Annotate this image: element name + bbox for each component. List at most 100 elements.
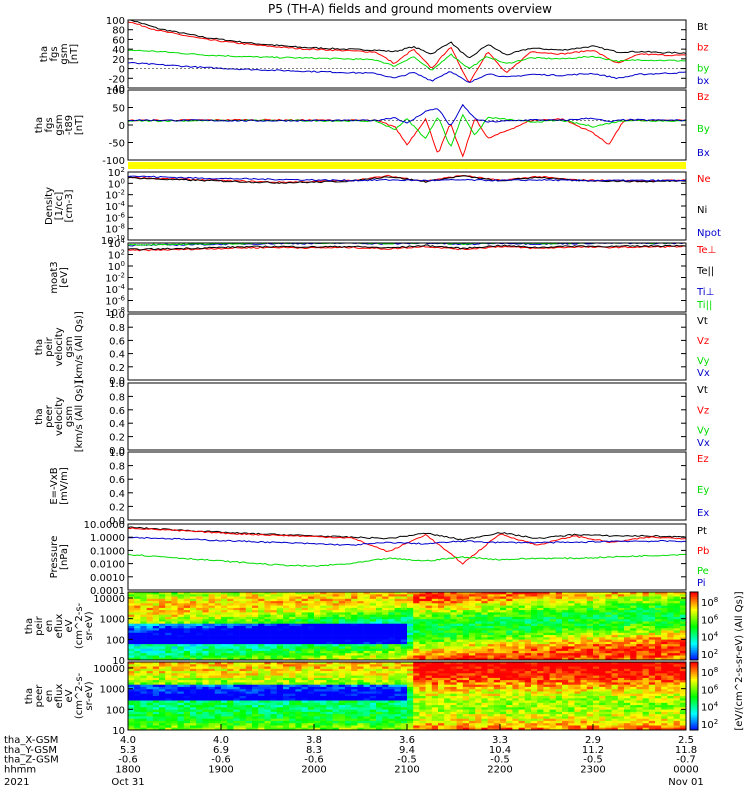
spectrogram-cell [642, 630, 650, 634]
spectrogram-cell [320, 650, 327, 654]
spectrogram-cell [307, 718, 315, 722]
spectrogram-cell [655, 616, 662, 620]
spectrogram-cell [245, 605, 253, 609]
spectrogram-cell [208, 648, 216, 652]
spectrogram-cell [233, 698, 240, 701]
spectrogram-cell [289, 696, 296, 699]
spectrogram-cell [301, 610, 309, 613]
spectrogram-cell [537, 682, 544, 685]
spectrogram-cell [221, 648, 228, 652]
spectrogram-cell [661, 632, 668, 636]
spectrogram-cell [475, 594, 482, 597]
spectrogram-cell [208, 711, 216, 715]
spectrogram-cell [531, 727, 538, 731]
spectrogram-cell [630, 621, 637, 625]
spectrogram-cell [363, 648, 371, 652]
spectrogram-cell [140, 648, 147, 652]
spectrogram-cell [524, 725, 532, 729]
spectrogram-cell [661, 592, 668, 595]
spectrogram-cell [183, 682, 191, 685]
spectrogram-cell [134, 693, 141, 697]
spectrogram-cell [208, 639, 216, 643]
spectrogram-cell [475, 664, 482, 667]
spectrogram-cell [239, 702, 247, 706]
spectrogram-cell [555, 605, 563, 609]
spectrogram-cell [159, 653, 166, 656]
spectrogram-cell [630, 648, 637, 652]
spectrogram-cell [407, 714, 414, 717]
spectrogram-cell [276, 666, 284, 670]
spectrogram-cell [345, 696, 352, 699]
spectrogram-cell [252, 668, 259, 672]
spectrogram-cell [252, 680, 259, 683]
spectrogram-cell [227, 612, 234, 615]
spectrogram-cell [382, 641, 389, 645]
spectrogram-cell [456, 601, 464, 604]
spectrogram-cell [332, 714, 340, 717]
spectrogram-cell [382, 628, 389, 631]
spectrogram-cell [407, 705, 414, 708]
spectrogram-cell [221, 668, 228, 672]
spectrogram-cell [320, 720, 327, 724]
spectrogram-cell [407, 650, 414, 654]
spectrogram-cell [376, 641, 383, 645]
spectrogram-cell [134, 677, 141, 681]
spectrogram-cell [462, 727, 470, 731]
spectrogram-cell [128, 648, 135, 652]
y-tick-label: 1.0 [109, 448, 125, 459]
spectrogram-cell [599, 650, 606, 654]
spectrogram-cell [531, 644, 538, 647]
spectrogram-cell [196, 623, 203, 627]
spectrogram-cell [537, 619, 544, 622]
spectrogram-cell [655, 592, 662, 595]
spectrogram-cell [338, 616, 346, 620]
spectrogram-cell [183, 691, 191, 695]
spectrogram-cell [555, 648, 563, 652]
spectrogram-cell [376, 684, 383, 688]
spectrogram-cell [376, 686, 383, 690]
spectrogram-cell [481, 723, 488, 726]
spectrogram-cell [338, 628, 346, 631]
y-tick-label: 100 [106, 635, 125, 646]
spectrogram-cell [481, 675, 488, 679]
spectrogram-cell [146, 714, 154, 717]
spectrogram-cell [524, 626, 532, 629]
spectrogram-cell [648, 635, 656, 638]
spectrogram-cell [165, 682, 172, 685]
spectrogram-cell [624, 637, 631, 640]
spectrogram-cell [518, 696, 526, 699]
spectrogram-cell [214, 635, 222, 638]
spectrogram-cell [264, 592, 271, 595]
spectrogram-cell [252, 637, 259, 640]
spectrogram-cell [159, 702, 166, 706]
spectrogram-cell [475, 632, 482, 636]
spectrogram-cell [438, 686, 445, 690]
spectrogram-cell [270, 677, 278, 681]
spectrogram-cell [407, 637, 414, 640]
spectrogram-cell [252, 607, 259, 611]
spectrogram-cell [314, 725, 321, 729]
spectrogram-cell [227, 714, 234, 717]
spectrogram-cell [661, 650, 668, 654]
spectrogram-cell [152, 680, 160, 683]
spectrogram-cell [493, 603, 501, 606]
spectrogram-cell [555, 598, 563, 602]
spectrogram-cell [289, 707, 296, 710]
spectrogram-cell [307, 655, 315, 659]
spectrogram-cell [227, 727, 234, 731]
spectrogram-cell [165, 684, 172, 688]
spectrogram-cell [152, 705, 160, 708]
spectrogram-cell [283, 621, 290, 625]
spectrogram-cell [345, 612, 352, 615]
y-axis-label: [1/cc] [54, 192, 65, 221]
spectrogram-cell [227, 664, 234, 667]
spectrogram-cell [314, 653, 321, 656]
spectrogram-cell [233, 716, 240, 719]
spectrogram-cell [146, 601, 154, 604]
spectrogram-cell [345, 641, 352, 645]
spectrogram-cell [444, 603, 451, 606]
spectrogram-cell [252, 716, 259, 719]
spectrogram-cell [227, 684, 234, 688]
spectrogram-cell [338, 592, 346, 595]
spectrogram-cell [407, 641, 414, 645]
